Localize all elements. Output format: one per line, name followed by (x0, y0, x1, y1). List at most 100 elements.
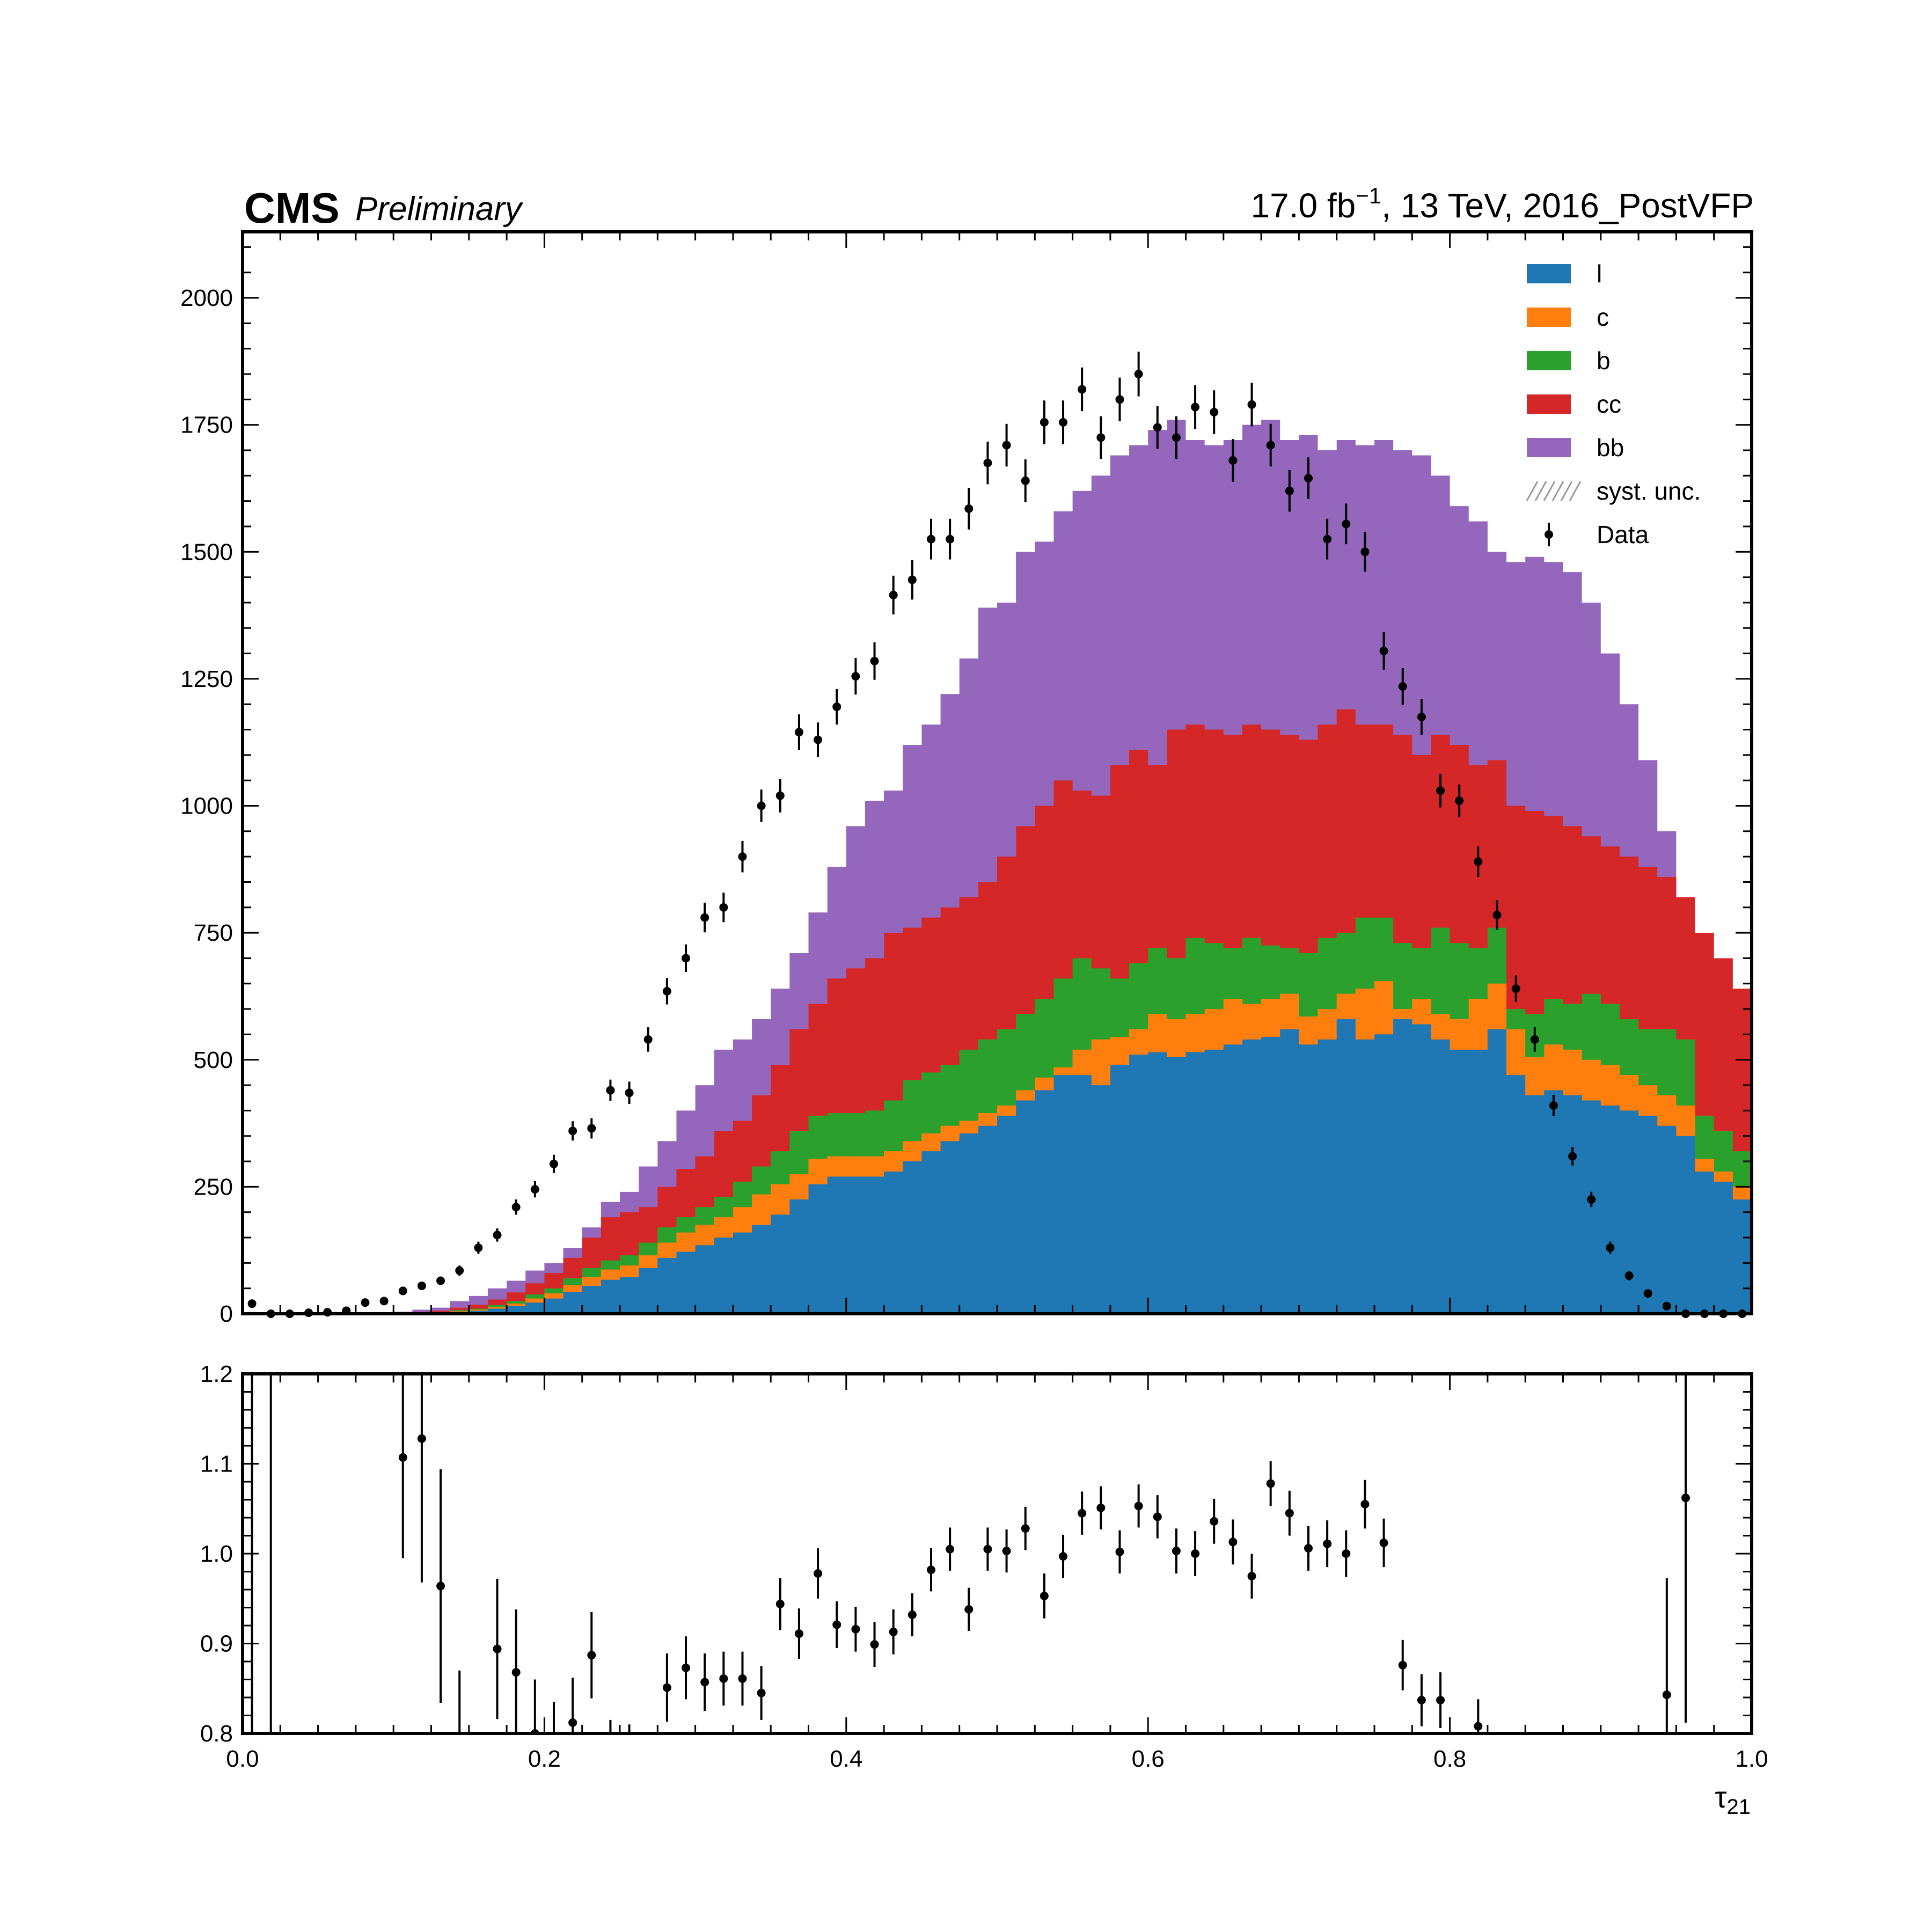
data-point (908, 575, 917, 584)
data-point (436, 1276, 445, 1285)
data-point (1304, 474, 1313, 483)
ratio-point (832, 1620, 841, 1629)
data-point (455, 1266, 464, 1275)
data-point (682, 954, 691, 963)
ratio-point (926, 1565, 935, 1575)
data-point (775, 791, 785, 800)
ratio-point (1078, 1509, 1087, 1518)
main-y-tick-labels: 0 250 500 750 1000 1250 1500 1750 2000 (180, 285, 233, 1327)
legend-label: bb (1597, 434, 1624, 462)
legend-data-marker (1545, 530, 1553, 539)
data-point (1078, 385, 1087, 394)
ratio-y-tick-label: 0.9 (200, 1631, 233, 1657)
lumi-energy-label: 17.0 fb−1, 13 TeV, 2016_PostVFP (1251, 183, 1754, 225)
ratio-point (682, 1663, 691, 1672)
legend-label: syst. unc. (1597, 477, 1701, 505)
ratio-y-tick-label: 0.8 (200, 1721, 233, 1747)
ratio-point (1096, 1503, 1106, 1512)
x-tick-labels: 0.0 0.2 0.4 0.6 0.8 1.0 (226, 1746, 1768, 1772)
ratio-point (1247, 1571, 1256, 1580)
data-point (946, 535, 955, 544)
data-point (361, 1298, 370, 1307)
ratio-point (1398, 1660, 1407, 1670)
data-point (1059, 418, 1068, 427)
data-point (587, 1124, 596, 1133)
data-point (1134, 370, 1143, 379)
y-tick-label: 2000 (180, 285, 233, 311)
data-point (662, 986, 671, 996)
data-point (1587, 1195, 1596, 1204)
ratio-point (908, 1610, 917, 1619)
data-point (606, 1086, 615, 1095)
data-point (549, 1159, 558, 1168)
experiment-label: CMS (244, 184, 340, 232)
ratio-points (251, 1374, 1690, 1733)
x-axis-label-subscript: 21 (1727, 1795, 1751, 1819)
ratio-point (719, 1674, 728, 1683)
lumi-superscript: −1 (1356, 183, 1381, 208)
data-point (1228, 456, 1238, 465)
y-tick-label: 250 (194, 1174, 233, 1200)
ratio-y-tick-label: 1.2 (200, 1361, 233, 1387)
ratio-point (1040, 1591, 1049, 1600)
legend-swatch-l (1527, 264, 1571, 283)
legend-swatch-bb (1527, 438, 1571, 457)
data-point (1549, 1101, 1558, 1110)
data-point (1002, 441, 1011, 450)
legend-swatch-syst (1526, 481, 1582, 501)
ratio-point (1662, 1690, 1671, 1699)
ratio-point (794, 1629, 803, 1638)
ratio-point (568, 1718, 577, 1727)
ratio-point (511, 1668, 521, 1677)
data-point (1096, 433, 1106, 442)
ratio-point (1323, 1539, 1332, 1548)
main-panel: 0 250 500 750 1000 1250 1500 1750 2000 lcb cc bb sy… (180, 230, 1753, 1327)
data-point (1511, 984, 1520, 993)
ratio-panel: 0.8 0.9 1.0 1.1 1.2 0.0 0.2 0.4 0.6 0.8 1.0 (200, 1361, 1768, 1772)
stacked-histograms (243, 420, 1752, 1314)
hatch-line (1534, 481, 1547, 501)
ratio-point (493, 1644, 502, 1653)
ratio-point (851, 1624, 860, 1634)
legend-label: l (1597, 260, 1602, 288)
x-tick-label: 0.0 (226, 1746, 259, 1772)
ratio-point (946, 1545, 955, 1554)
data-point (700, 913, 709, 922)
ratio-y-tick-labels: 0.8 0.9 1.0 1.1 1.2 (200, 1361, 233, 1747)
data-point (1568, 1152, 1577, 1161)
ratio-point (587, 1651, 596, 1660)
data-point (625, 1088, 634, 1097)
data-point (870, 656, 879, 665)
data-point (1115, 395, 1124, 404)
x-tick-label: 1.0 (1735, 1746, 1768, 1772)
y-tick-label: 1000 (180, 793, 233, 819)
ratio-point (1228, 1538, 1238, 1547)
ratio-point (436, 1582, 445, 1591)
ratio-point (1191, 1549, 1200, 1558)
y-tick-label: 1750 (180, 412, 233, 438)
ratio-point (1360, 1499, 1370, 1509)
y-tick-label: 1250 (180, 666, 233, 692)
data-point (889, 590, 898, 599)
data-point (1417, 712, 1426, 721)
data-point (1360, 547, 1370, 557)
y-tick-label: 0 (220, 1301, 233, 1327)
ratio-point (1379, 1538, 1388, 1547)
data-point (832, 702, 841, 711)
data-point (493, 1231, 502, 1240)
data-point (1606, 1243, 1615, 1252)
data-point (398, 1286, 407, 1296)
data-point (1247, 400, 1256, 409)
ratio-point (983, 1545, 992, 1554)
ratio-point (1436, 1696, 1445, 1705)
data-point (964, 504, 974, 513)
ratio-point (1153, 1512, 1162, 1521)
ratio-axes-frame (241, 1372, 1753, 1735)
data-point (851, 672, 860, 681)
data-point (417, 1281, 426, 1290)
data-point (1210, 408, 1219, 416)
data-point (719, 903, 728, 912)
hatch-line (1569, 481, 1582, 501)
data-point (511, 1203, 521, 1212)
ratio-y-tick-label: 1.0 (200, 1541, 233, 1567)
